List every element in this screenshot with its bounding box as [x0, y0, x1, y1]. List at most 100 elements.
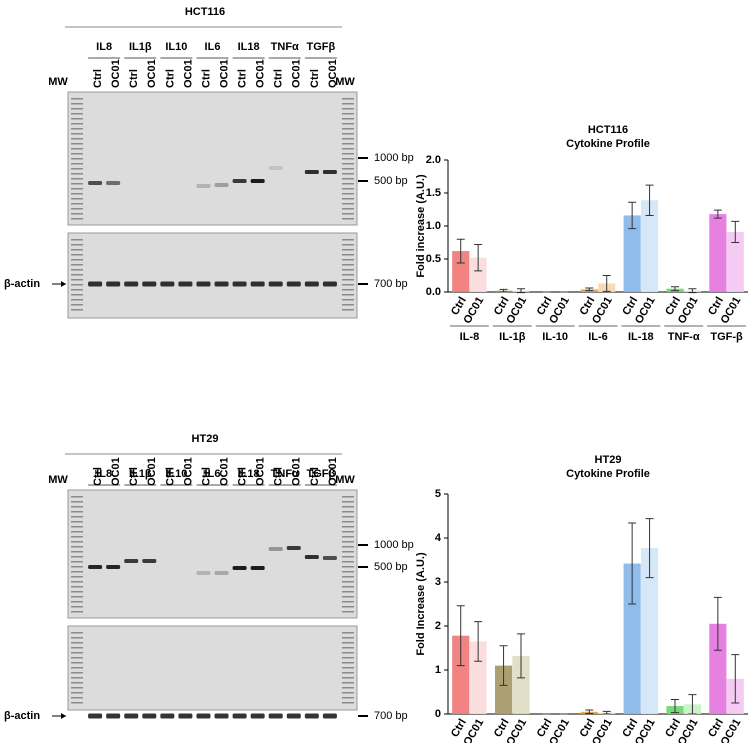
error-bar [602, 710, 611, 715]
ladder-band [341, 249, 354, 251]
lane-label: Ctrl [92, 467, 104, 486]
error-bar [585, 287, 594, 292]
actin-band [286, 281, 301, 287]
group-label: IL-10 [542, 331, 568, 343]
y-tick-label: 2.0 [426, 154, 441, 166]
ladder-band [71, 123, 84, 125]
error-bar [671, 286, 679, 292]
ladder-band [71, 213, 84, 215]
ladder-band [71, 687, 84, 689]
bar [641, 548, 659, 714]
error-bar [602, 275, 611, 292]
lane-label: OC01 [255, 457, 267, 486]
ladder-band [341, 606, 354, 608]
cytokine-label: IL18 [238, 468, 260, 480]
ladder-band [71, 581, 84, 583]
error-bar [645, 518, 654, 579]
ladder-band [71, 637, 84, 639]
ladder-band [341, 123, 354, 125]
band [232, 179, 247, 183]
ladder-band [71, 662, 84, 664]
error-bar [688, 694, 697, 715]
band [106, 565, 121, 569]
lane-label: Ctrl [92, 69, 104, 88]
band [304, 170, 319, 174]
error-bar [474, 243, 483, 272]
mw-label: MW [48, 76, 68, 88]
ladder-band [341, 153, 354, 155]
group-label: IL-6 [588, 331, 608, 343]
marker-label: 700 bp [374, 278, 408, 290]
ladder-band [71, 153, 84, 155]
ladder-band [71, 198, 84, 200]
ladder-band [71, 526, 84, 528]
y-tick-label: 5 [435, 488, 441, 500]
chart-subtitle: Cytokine Profile [566, 468, 650, 480]
group-label: TNF-α [668, 331, 700, 343]
marker-label: 1000 bp [374, 539, 414, 551]
actin-band [196, 713, 211, 719]
band [268, 166, 283, 170]
y-axis-label: Fold Increase (A.U.) [415, 552, 427, 656]
error-bar [628, 201, 637, 230]
bar [709, 623, 727, 714]
ladder-band [71, 566, 84, 568]
lane-label: Ctrl [164, 69, 176, 88]
band [88, 181, 103, 185]
y-tick-label: 1.0 [426, 220, 441, 232]
ladder-band [341, 591, 354, 593]
cytokine-label: TGFβ [307, 468, 336, 480]
lane-label: Ctrl [128, 467, 140, 486]
ladder-band [71, 697, 84, 699]
ladder-band [71, 692, 84, 694]
ladder-band [341, 652, 354, 654]
actin-band [178, 281, 193, 287]
ladder-band [71, 511, 84, 513]
ladder-band [71, 284, 84, 286]
group-label: IL-1β [499, 331, 526, 343]
lane-label: OC01 [110, 457, 122, 486]
ladder-band [341, 254, 354, 256]
lane-label: OC01 [182, 59, 194, 88]
x-tick-label: OC01 [676, 717, 701, 743]
lane-label: OC01 [218, 457, 230, 486]
ladder-band [341, 682, 354, 684]
error-bar [731, 220, 740, 243]
ladder-band [71, 309, 84, 311]
ladder-band [341, 158, 354, 160]
band [286, 546, 301, 550]
ladder-band [341, 697, 354, 699]
lane-label: OC01 [327, 59, 339, 88]
ladder-band [71, 193, 84, 195]
y-tick-label: 1 [435, 664, 441, 676]
band [196, 184, 211, 188]
actin-arrowhead [61, 713, 66, 719]
band [232, 566, 247, 570]
ladder-band [71, 289, 84, 291]
y-tick-label: 3 [435, 576, 441, 588]
cytokine-label: IL1β [129, 41, 152, 53]
ladder-band [71, 163, 84, 165]
cytokine-label: IL10 [165, 468, 187, 480]
ladder-band [341, 566, 354, 568]
ladder-band [71, 148, 84, 150]
ladder-band [341, 279, 354, 281]
actin-band [322, 713, 337, 719]
ladder-band [71, 183, 84, 185]
actin-band [322, 281, 337, 287]
ladder-band [71, 672, 84, 674]
ladder-band [341, 244, 354, 246]
ladder-band [71, 113, 84, 115]
ladder-band [71, 601, 84, 603]
ladder-band [71, 667, 84, 669]
ladder-band [71, 652, 84, 654]
actin-arrowhead [61, 281, 66, 287]
bar [452, 635, 470, 714]
ladder-band [71, 551, 84, 553]
ladder-band [341, 269, 354, 271]
ladder-band [341, 203, 354, 205]
ladder-band [71, 203, 84, 205]
ladder-band [341, 183, 354, 185]
actin-band [106, 281, 121, 287]
band [214, 571, 229, 575]
